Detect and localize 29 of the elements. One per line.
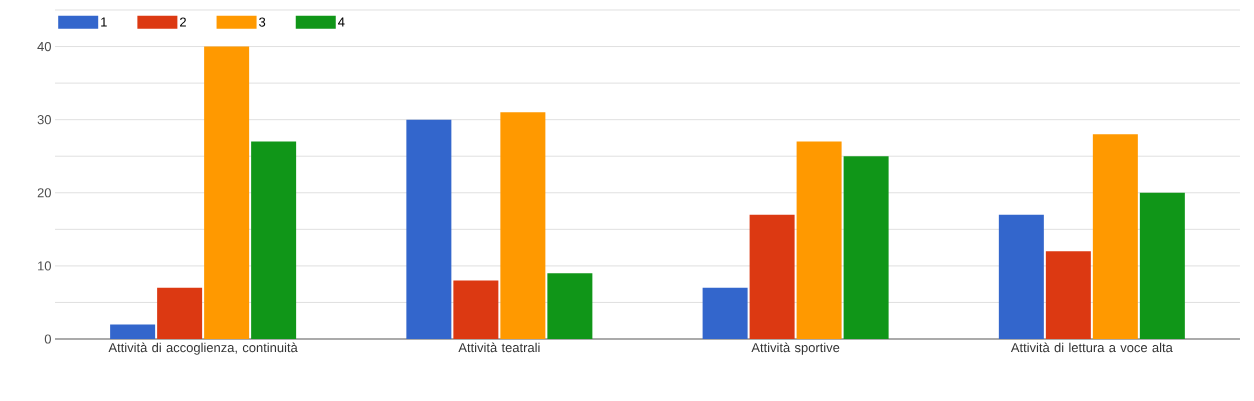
bar (1092, 134, 1138, 339)
bar (1139, 192, 1185, 339)
y-tick-label: 30 (37, 115, 51, 125)
x-tick-label: Attività di accoglienza, continuità (108, 342, 298, 355)
bar (453, 280, 499, 339)
legend-label: 1 (101, 17, 107, 27)
x-tick-label: Attività sportive (751, 342, 840, 355)
bar (843, 156, 889, 339)
legend-label: 4 (338, 17, 345, 27)
bar (702, 287, 748, 339)
bar (749, 214, 795, 339)
y-tick-label: 20 (37, 188, 51, 198)
x-tick-label: Attività teatrali (458, 342, 540, 353)
bar (998, 214, 1044, 339)
bar (204, 46, 250, 339)
bar (796, 141, 842, 339)
legend-label: 3 (259, 17, 266, 27)
y-tick-label: 10 (38, 261, 51, 271)
bar (251, 141, 297, 339)
bar (500, 112, 546, 339)
legend-label: 2 (180, 17, 186, 27)
y-tick-label: 0 (44, 334, 51, 344)
x-tick-label: Attività di lettura a voce alta (1010, 342, 1173, 353)
bar (110, 324, 156, 339)
bar (547, 273, 593, 339)
bar (157, 287, 203, 339)
bar (406, 119, 452, 339)
y-tick-label: 40 (37, 41, 51, 52)
bar (1045, 251, 1091, 339)
